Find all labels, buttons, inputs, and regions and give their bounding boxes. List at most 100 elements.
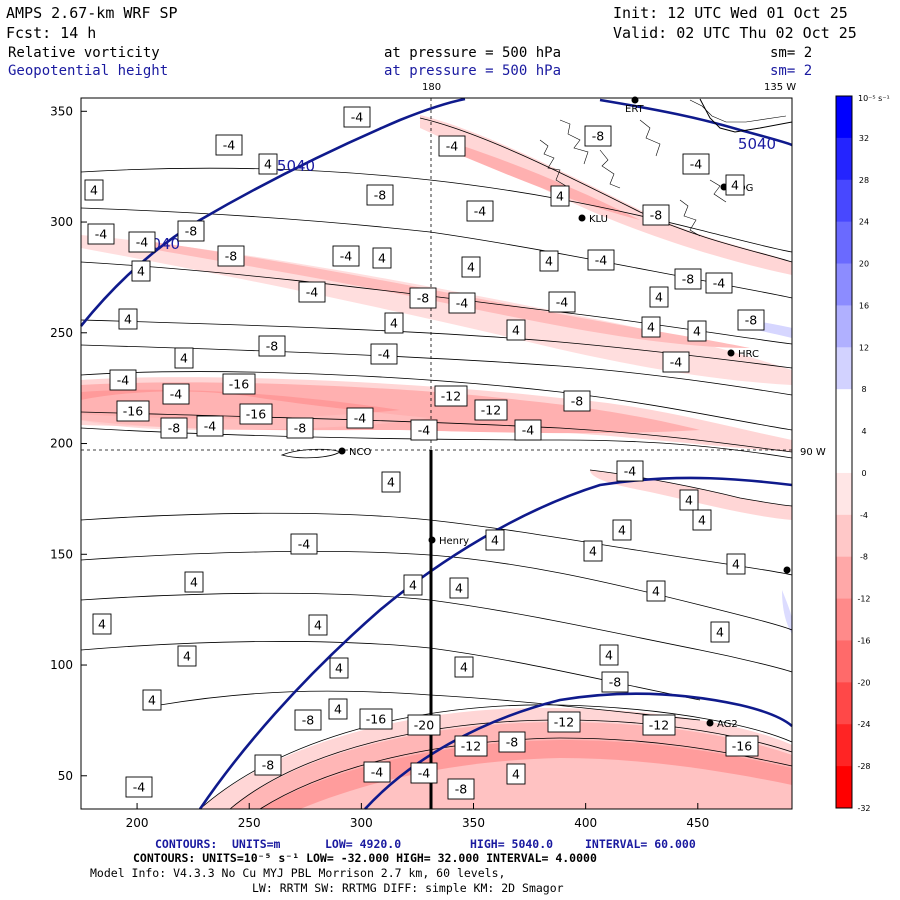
svg-text:4: 4 — [716, 625, 724, 640]
svg-text:-8: -8 — [225, 249, 238, 264]
svg-text:-8: -8 — [185, 224, 198, 239]
svg-text:-4: -4 — [371, 765, 384, 780]
footer-height-units: UNITS=m — [232, 837, 281, 851]
vorticity-label: -8 — [366, 184, 394, 206]
y-axis: 50 100 150 200 250 300 350 — [50, 104, 87, 783]
vorticity-label: -4 — [346, 407, 374, 429]
svg-text:-12: -12 — [461, 739, 481, 754]
svg-text:4: 4 — [698, 513, 706, 528]
vorticity-label: -4 — [109, 369, 137, 391]
colorbar-swatch — [836, 179, 852, 223]
field2-name: Geopotential height — [8, 63, 168, 79]
vorticity-label: 4 — [118, 308, 138, 330]
vorticity-label: 4 — [679, 489, 699, 511]
coastline — [699, 98, 793, 133]
vorticity-label: -8 — [294, 709, 322, 731]
vorticity-label: -8 — [642, 204, 670, 226]
station-dot — [578, 214, 586, 222]
model-title: AMPS 2.67-km WRF SP — [6, 4, 178, 22]
svg-text:-8: -8 — [571, 394, 584, 409]
svg-text:-8: -8 — [455, 782, 468, 797]
vorticity-label: 4 — [449, 577, 469, 599]
x-tick-label: 450 — [686, 816, 709, 830]
svg-text:4: 4 — [390, 316, 398, 331]
svg-text:-8: -8 — [302, 713, 315, 728]
vorticity-label: 4 — [641, 316, 661, 338]
svg-text:-4: -4 — [117, 373, 130, 388]
svg-text:4: 4 — [334, 702, 342, 717]
svg-text:-4: -4 — [306, 285, 319, 300]
svg-text:-8: -8 — [592, 129, 605, 144]
svg-text:-4: -4 — [95, 227, 108, 242]
colorbar-swatch — [836, 556, 852, 600]
station-label: NCO — [349, 447, 371, 458]
vorticity-label: 4 — [384, 312, 404, 334]
vorticity-label: -4 — [448, 292, 476, 314]
colorbar-tick-label: 24 — [859, 218, 869, 227]
svg-text:-4: -4 — [133, 780, 146, 795]
vorticity-label: 4 — [485, 529, 505, 551]
vorticity-label: -16 — [222, 373, 256, 395]
vorticity-labels: -4 -4 -4 -8 4 -4 4 -8 4 4 -4 -8 -4 -4 -8 -8 -4 4 4 4 -4 -8 -4 4… — [84, 106, 765, 800]
svg-text:4: 4 — [693, 324, 701, 339]
vorticity-label: 4 — [381, 471, 401, 493]
vorticity-label: -8 — [447, 778, 475, 800]
vorticity-label: 4 — [710, 621, 730, 643]
svg-text:-4: -4 — [351, 110, 364, 125]
vorticity-label: -4 — [514, 419, 542, 441]
colorbar-swatch — [836, 640, 852, 683]
svg-text:-4: -4 — [204, 419, 217, 434]
vorticity-label: -16 — [725, 735, 759, 757]
colorbar-swatch — [836, 472, 852, 516]
colorbar-tick-label: 28 — [859, 176, 869, 185]
svg-text:4: 4 — [335, 661, 343, 676]
svg-text:-4: -4 — [690, 157, 703, 172]
svg-text:4: 4 — [589, 544, 597, 559]
vorticity-label: -12 — [454, 735, 488, 757]
station-label: ERT — [625, 104, 645, 115]
vorticity-label: -4 — [343, 106, 371, 128]
svg-text:-8: -8 — [168, 421, 181, 436]
vorticity-label: -4 — [128, 231, 156, 253]
vorticity-label: -12 — [474, 399, 508, 421]
vorticity-label: -12 — [642, 714, 676, 736]
svg-text:-8: -8 — [262, 758, 275, 773]
field2-smooth: sm= 2 — [770, 63, 812, 79]
svg-text:-4: -4 — [624, 464, 637, 479]
footer-height-label: CONTOURS: — [155, 837, 217, 851]
plot-area: ERT RDG KLU HRC NCO Henry AG2 5040504050… — [79, 96, 793, 810]
vorticity-label: -4 — [370, 343, 398, 365]
svg-text:4: 4 — [387, 475, 395, 490]
svg-text:4: 4 — [545, 254, 553, 269]
svg-text:-12: -12 — [441, 389, 461, 404]
vorticity-label: 4 — [174, 347, 194, 369]
x-tick-label: 200 — [126, 816, 149, 830]
svg-text:-8: -8 — [294, 421, 307, 436]
field1-level: at pressure = 500 hPa — [384, 45, 561, 61]
vorticity-label: -4 — [298, 281, 326, 303]
y-tick-label: 350 — [50, 104, 73, 118]
svg-text:4: 4 — [314, 618, 322, 633]
svg-text:-16: -16 — [366, 712, 386, 727]
vorticity-label: -8 — [409, 287, 437, 309]
x-tick-label: 300 — [350, 816, 373, 830]
colorbar-tick-label: -24 — [857, 720, 870, 729]
vorticity-label: 4 — [687, 320, 707, 342]
svg-text:-8: -8 — [506, 735, 519, 750]
vorticity-label: -4 — [162, 383, 190, 405]
vorticity-label: -8 — [286, 417, 314, 439]
station-dot — [727, 349, 735, 357]
plot-background — [81, 98, 792, 809]
vorticity-label: -4 — [587, 249, 615, 271]
svg-text:4: 4 — [512, 767, 520, 782]
svg-text:-12: -12 — [649, 718, 669, 733]
y-tick-label: 200 — [50, 437, 73, 451]
colorbar: 10⁻⁵ s⁻¹ 32 28 24 20 16 12 8 4 0 -4 -8 -12 -16 -20 -24… — [835, 94, 890, 813]
colorbar-tick-label: -16 — [857, 636, 870, 645]
vorticity-label: 4 — [403, 574, 423, 596]
svg-text:4: 4 — [190, 575, 198, 590]
vorticity-label: -8 — [254, 754, 282, 776]
svg-text:-16: -16 — [229, 377, 249, 392]
vorticity-label: -4 — [438, 135, 466, 157]
